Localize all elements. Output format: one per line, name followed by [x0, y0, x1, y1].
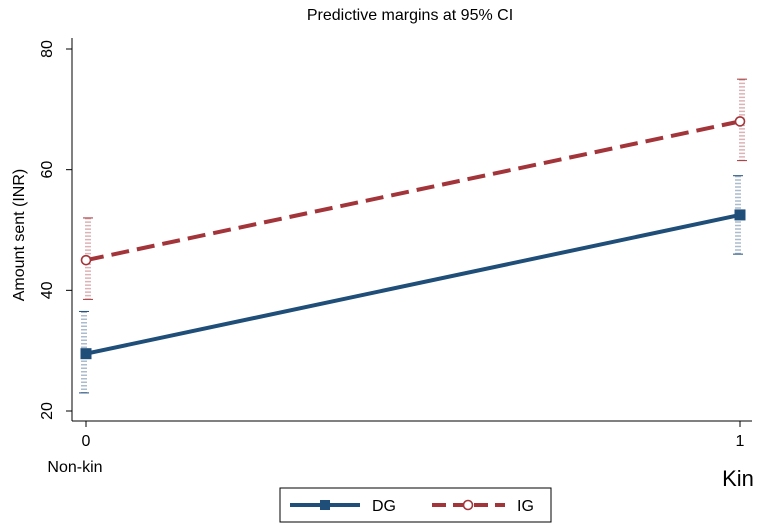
series-ig [80, 78, 747, 300]
y-axis-label: Amount sent (INR) [11, 169, 28, 301]
y-tick-label: 60 [39, 161, 56, 179]
y-tick-label: 20 [39, 402, 56, 420]
x-axis-label: Kin [722, 466, 754, 491]
chart-title: Predictive margins at 95% CI [307, 7, 513, 24]
series-line-dg [85, 212, 741, 356]
plot-area [79, 78, 747, 394]
x-tick-label: 0 [82, 433, 91, 450]
y-axis-ticks: 20 40 60 80 [39, 40, 72, 420]
series-line-ig [85, 119, 741, 263]
data-point-ig [734, 116, 746, 127]
y-tick-label: 80 [39, 40, 56, 58]
legend: DG IG [279, 487, 552, 523]
legend-label-dg: DG [372, 498, 396, 515]
data-point-dg [80, 348, 92, 360]
legend-marker-dg [320, 500, 330, 510]
x-tick-label: 1 [736, 433, 745, 450]
legend-label-ig: IG [517, 498, 534, 515]
series-dg [79, 175, 746, 394]
legend-marker-ig [462, 499, 474, 511]
x-annotation: Non-kin [47, 459, 102, 476]
data-point-dg [734, 209, 746, 221]
data-point-ig [80, 254, 92, 266]
y-tick-label: 40 [39, 281, 56, 299]
